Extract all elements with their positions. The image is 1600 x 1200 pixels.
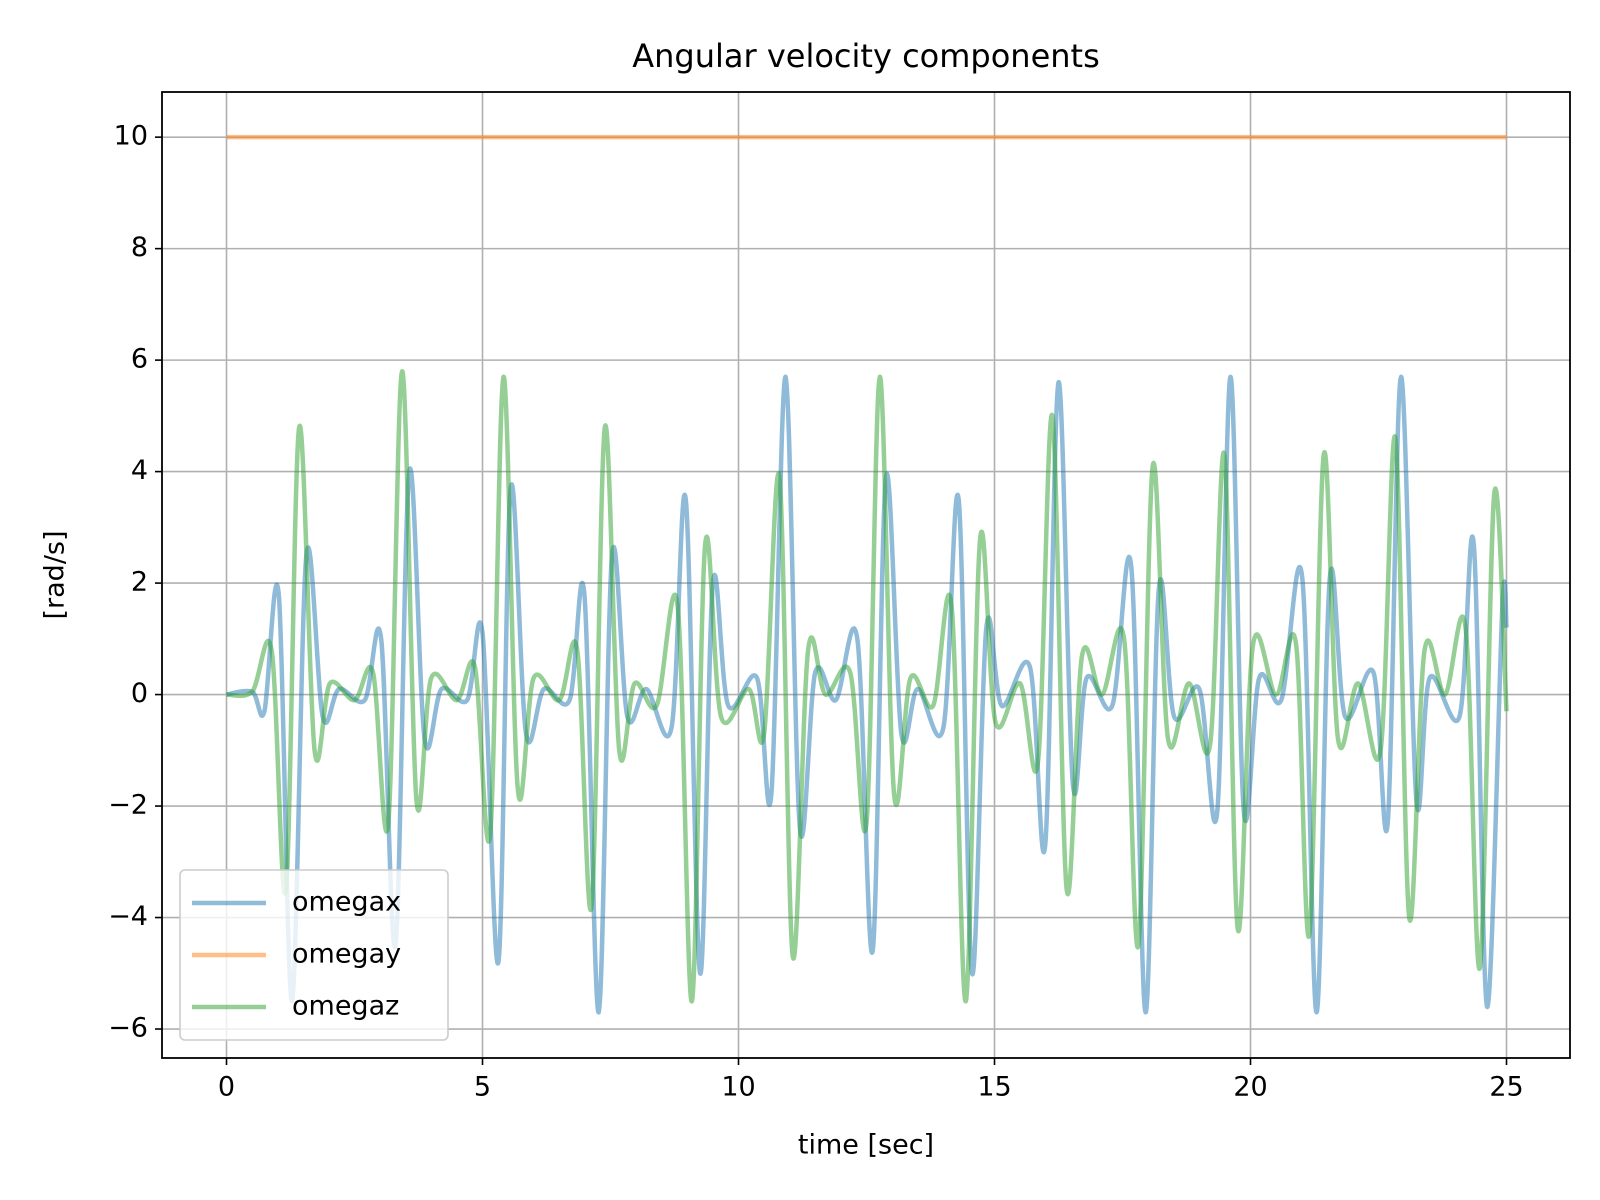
y-tick-label: 0 <box>131 678 148 709</box>
y-tick-label: 4 <box>131 455 148 486</box>
y-tick-label: 8 <box>131 232 148 263</box>
x-tick-label: 15 <box>977 1072 1011 1103</box>
x-tick-label: 5 <box>474 1072 491 1103</box>
y-tick-label: 10 <box>114 121 148 152</box>
legend-label: omegaz <box>292 991 399 1022</box>
x-axis-label: time [sec] <box>798 1130 934 1161</box>
x-tick-label: 25 <box>1489 1072 1523 1103</box>
y-axis-label: [rad/s] <box>40 530 71 619</box>
data-line <box>226 369 1509 1004</box>
y-tick-label: 2 <box>131 567 148 598</box>
y-tick-label: −6 <box>108 1013 148 1044</box>
data-line <box>226 374 1509 1015</box>
x-tick-label: 20 <box>1233 1072 1267 1103</box>
x-tick-label: 10 <box>721 1072 755 1103</box>
y-tick-label: −2 <box>108 790 148 821</box>
legend-label: omegay <box>292 939 401 970</box>
x-tick-label: 0 <box>218 1072 235 1103</box>
y-tick-label: 6 <box>131 344 148 375</box>
y-tick-label: −4 <box>108 901 148 932</box>
legend-label: omegax <box>292 887 401 918</box>
plot-frame <box>161 91 1571 1059</box>
legend-box <box>179 869 449 1041</box>
chart-title: Angular velocity components <box>632 37 1100 75</box>
